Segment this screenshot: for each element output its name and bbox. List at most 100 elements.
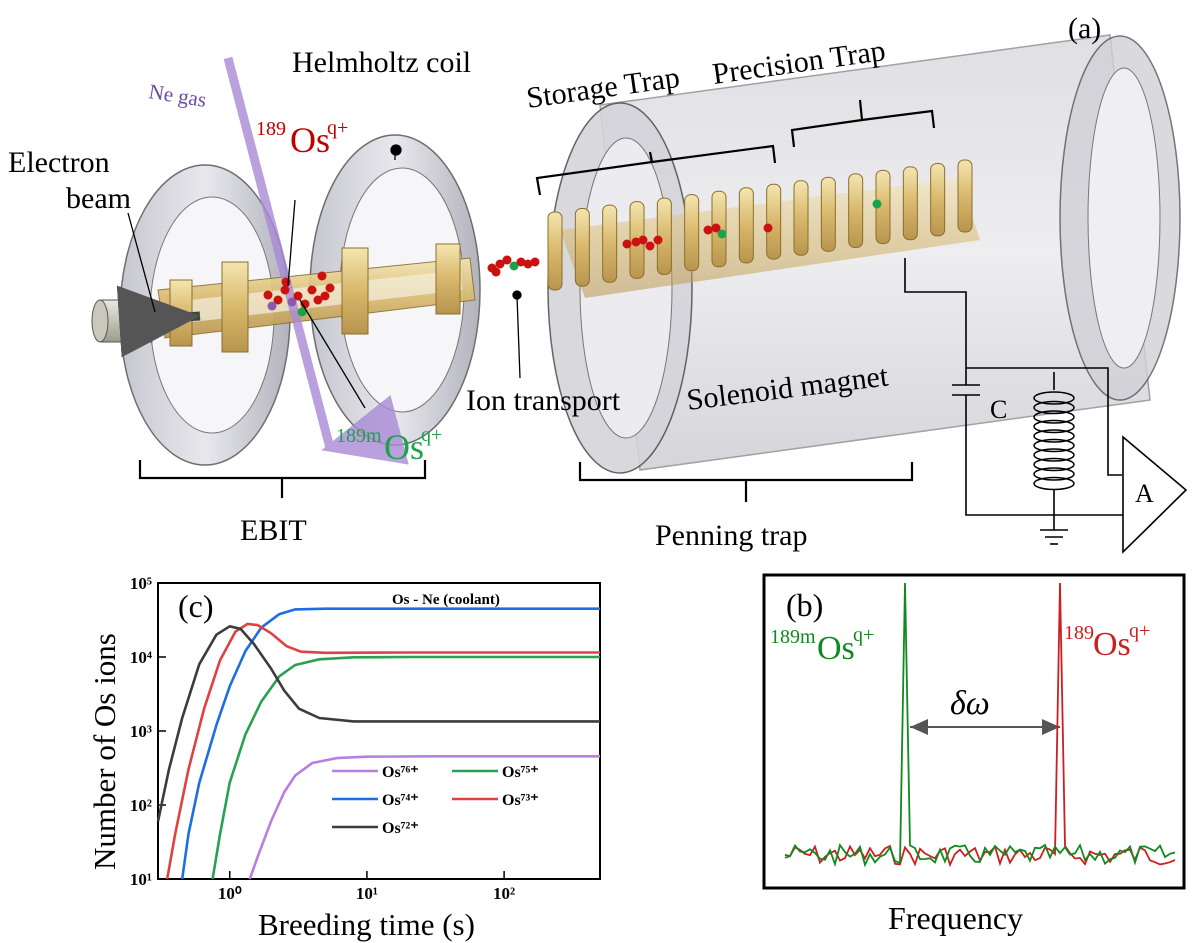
osm-symbol: Os [384, 427, 424, 467]
legend-label: Os⁷⁶⁺ [382, 764, 419, 781]
legend-label: Os⁷⁴⁺ [382, 792, 419, 809]
ion [313, 295, 323, 305]
panel-b-osm-charge: q+ [853, 624, 874, 646]
ion [703, 225, 713, 235]
ion [293, 291, 303, 301]
panel-label-b: (b) [786, 587, 823, 623]
penning-electrode-ring [684, 194, 700, 272]
ion [872, 199, 882, 209]
y-tick-label: 10² [130, 796, 152, 815]
penning-electrode-ring [793, 180, 809, 256]
coil-loop [1033, 410, 1075, 424]
penning-electrode-ring [957, 159, 973, 233]
x-tick-label: 10⁰ [218, 884, 242, 903]
penning-electrode-ring [930, 162, 946, 237]
penning-electrode-ring [547, 211, 563, 291]
ion [325, 283, 335, 293]
series-line [211, 655, 600, 880]
coil-loop [1033, 400, 1075, 415]
panel-label-a: (a) [1068, 12, 1101, 45]
os-isotope: 189 [256, 118, 286, 140]
ion [495, 259, 505, 269]
coil-loop [1033, 438, 1075, 453]
series-line [248, 755, 600, 880]
bracket-penning [578, 462, 914, 502]
detection-circuit [904, 258, 1188, 554]
electron-beam-label-2: beam [66, 182, 131, 215]
os-symbol: Os [290, 120, 330, 160]
penning-electrode-ring [738, 187, 754, 264]
ion [631, 237, 641, 247]
electron-gun [91, 285, 201, 358]
ion [516, 257, 526, 267]
chart-frame [157, 582, 601, 880]
penning-electrode-ring [766, 183, 782, 260]
y-tick-label: 10¹ [130, 870, 152, 889]
ion [297, 307, 307, 317]
ion [287, 297, 297, 307]
panel-b-frame [762, 573, 1186, 890]
chart-ticks: 10¹ 10² 10³ 10⁴ 10⁵ 10⁰ 10¹ 10² [130, 574, 515, 903]
x-tick-label: 10¹ [356, 884, 378, 903]
coil-loop [1033, 476, 1075, 491]
series-line [180, 607, 600, 880]
ion [263, 290, 273, 300]
panel-b-os-charge: q+ [1129, 620, 1150, 642]
ion [622, 239, 632, 249]
ions [263, 199, 882, 317]
ion [523, 259, 533, 269]
panel-b-osm-iso: 189m [770, 626, 816, 648]
coil-loop [1033, 467, 1075, 481]
ion [273, 295, 283, 305]
series-line [156, 625, 600, 822]
legend-label: Os⁷⁵⁺ [502, 764, 539, 781]
ion [530, 257, 540, 267]
ebit-label: EBIT [240, 514, 307, 547]
chart-ylabel: Number of Os ions [87, 633, 122, 870]
ion [267, 301, 277, 311]
ion [491, 267, 501, 277]
coil-loop [1033, 419, 1075, 434]
penning-electrode-ring [848, 173, 864, 248]
panel-b-os-label: 189 Os q+ [1064, 620, 1150, 663]
legend-label: Os⁷²⁺ [382, 820, 419, 837]
panel-a: (a) Ne gas Helmholtz coil Electron beam … [8, 12, 1188, 554]
ion [653, 235, 663, 245]
x-tick-label: 10² [493, 884, 515, 903]
ion-transport-label: Ion transport [466, 384, 621, 417]
ion [320, 291, 330, 301]
ion [317, 271, 327, 281]
ion [280, 285, 290, 295]
leader-lines [127, 144, 522, 409]
bracket-ebit [138, 460, 427, 498]
legend-label: Os⁷³⁺ [502, 792, 539, 809]
panel-c: 10¹ 10² 10³ 10⁴ 10⁵ 10⁰ 10¹ 10² (c) Os - Ne (co… [87, 574, 601, 942]
ion [300, 299, 310, 309]
coil-loop [1033, 457, 1075, 472]
os-q-label: 189 Os q+ [256, 117, 348, 160]
osm-q-label: 189m Os q+ [336, 424, 442, 467]
capacitor-label: C [990, 395, 1007, 424]
penning-label: Penning trap [655, 519, 807, 552]
penning-electrode-ring [820, 176, 836, 252]
panel-label-c: (c) [178, 588, 214, 624]
panel-b-os-symbol: Os [1093, 626, 1131, 663]
chart-title: Os - Ne (coolant) [392, 592, 500, 608]
y-tick-label: 10⁵ [130, 574, 152, 593]
chart-legend: Os⁷⁶⁺ Os⁷⁵⁺ Os⁷⁴⁺ Os⁷³⁺ Os⁷²⁺ [332, 764, 539, 837]
ne-gas-beam [223, 56, 409, 465]
panel-b: (b) 189m Os q+ 189 Os q+ δω Frequency [762, 573, 1186, 936]
penning-electrode-ring [902, 166, 918, 241]
bracket-precision-trap [790, 99, 936, 148]
panel-b-osm-symbol: Os [817, 630, 855, 667]
chart-xlabel: Breeding time (s) [258, 907, 475, 942]
ion [645, 241, 655, 251]
frequency-label: Frequency [888, 900, 1023, 936]
ion [307, 285, 317, 295]
coil-loop [1033, 429, 1075, 443]
y-tick-label: 10³ [130, 722, 152, 741]
electron-beam-label-1: Electron [8, 146, 110, 179]
ion [711, 223, 721, 233]
ne-gas-label: Ne gas [147, 79, 208, 112]
